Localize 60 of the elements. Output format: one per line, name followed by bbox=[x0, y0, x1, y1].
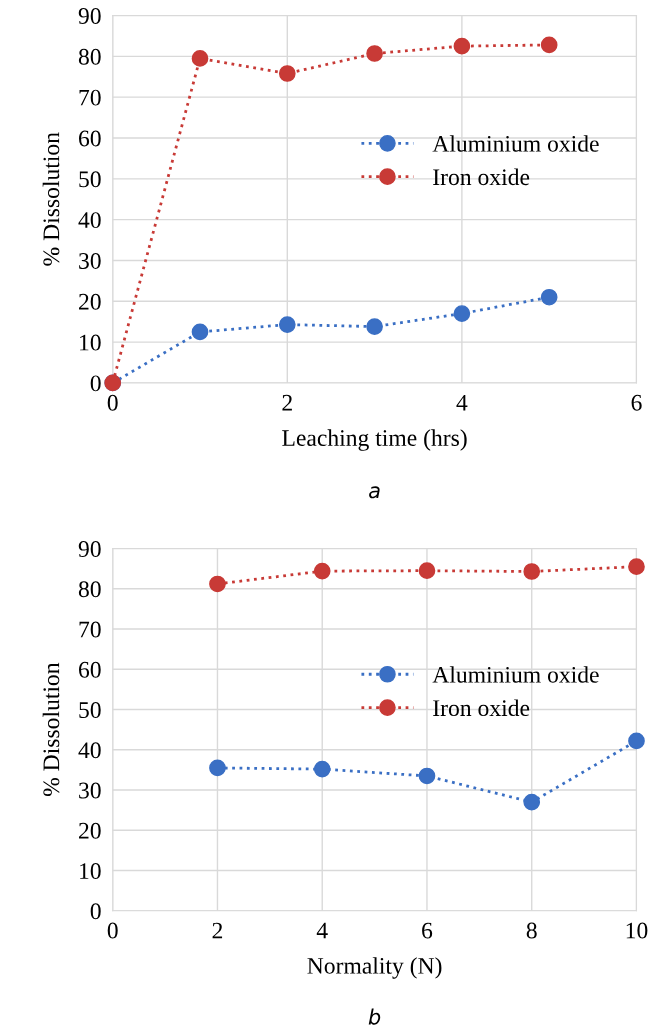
legend-label: Iron oxide bbox=[433, 168, 530, 186]
y-tick-label: 60 bbox=[79, 130, 101, 147]
legend-label: Aluminium oxide bbox=[432, 666, 599, 683]
x-tick-label: 6 bbox=[631, 394, 642, 411]
point bbox=[523, 563, 541, 580]
y-tick-label: 80 bbox=[78, 581, 101, 598]
x-tick-label: 2 bbox=[212, 922, 223, 939]
point bbox=[191, 323, 209, 341]
point bbox=[313, 760, 331, 778]
y-tick-label: 30 bbox=[79, 252, 101, 269]
y-tick-label: 10 bbox=[80, 863, 101, 879]
point bbox=[418, 562, 436, 580]
x-tick-label: 4 bbox=[456, 394, 468, 411]
y-tick-label: 0 bbox=[90, 375, 101, 392]
y-tick-label: 40 bbox=[78, 742, 101, 759]
point bbox=[366, 45, 383, 62]
y-tick-label: 30 bbox=[79, 782, 101, 799]
point bbox=[313, 562, 331, 580]
point bbox=[209, 575, 226, 593]
x-tick-label: 8 bbox=[526, 922, 537, 939]
text: a bbox=[369, 486, 380, 499]
x-tick-label: 0 bbox=[107, 922, 118, 939]
y-tick-label: 10 bbox=[80, 334, 101, 351]
y-tick-label: 70 bbox=[79, 89, 101, 106]
x-tick-label: 10 bbox=[626, 922, 648, 939]
x-axis-title: Leaching time (hrs) bbox=[282, 429, 467, 451]
x-tick-label: 4 bbox=[316, 922, 328, 939]
point bbox=[523, 793, 541, 811]
point bbox=[453, 37, 471, 55]
y-axis-title: % Dissolution bbox=[42, 662, 60, 797]
x-tick-label: 0 bbox=[107, 394, 118, 411]
y-axis-title: % Dissolution bbox=[42, 132, 60, 266]
y-tick-label: 0 bbox=[90, 903, 101, 920]
point bbox=[540, 36, 558, 54]
legend-label: Aluminium oxide bbox=[432, 135, 599, 152]
x-tick-label: 2 bbox=[282, 394, 292, 411]
point bbox=[418, 767, 436, 785]
legend-label: Iron oxide bbox=[433, 699, 530, 717]
point bbox=[628, 558, 645, 575]
y-tick-label: 50 bbox=[79, 702, 101, 718]
point bbox=[278, 65, 296, 82]
y-tick-label: 90 bbox=[78, 8, 101, 24]
y-tick-label: 40 bbox=[78, 212, 101, 229]
y-tick-label: 20 bbox=[79, 293, 101, 310]
y-tick-label: 80 bbox=[78, 48, 101, 65]
y-tick-label: 70 bbox=[79, 621, 101, 638]
text: b bbox=[368, 1008, 381, 1025]
point bbox=[278, 316, 296, 333]
point bbox=[540, 288, 558, 306]
point bbox=[366, 318, 383, 335]
y-tick-label: 90 bbox=[78, 541, 101, 557]
x-axis-title: Normality (N) bbox=[307, 957, 442, 979]
point bbox=[191, 50, 209, 67]
point bbox=[453, 305, 471, 322]
y-tick-label: 50 bbox=[79, 171, 101, 188]
y-tick-label: 60 bbox=[79, 661, 101, 678]
x-tick-label: 6 bbox=[422, 922, 433, 939]
point bbox=[628, 732, 645, 750]
point bbox=[209, 759, 226, 777]
y-tick-label: 20 bbox=[79, 822, 101, 839]
